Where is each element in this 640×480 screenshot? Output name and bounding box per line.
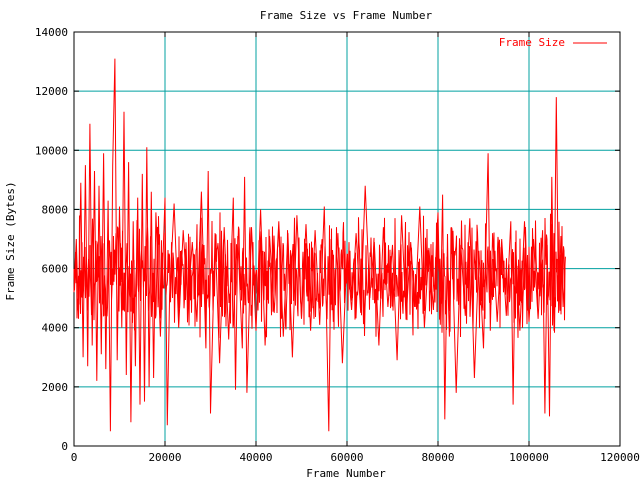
legend-label: Frame Size — [499, 36, 565, 49]
axis-ticks — [73, 31, 621, 447]
x-tick-label: 80000 — [421, 451, 454, 464]
series-layer — [73, 58, 566, 432]
x-tick-label: 20000 — [148, 451, 181, 464]
x-axis-label: Frame Number — [306, 467, 386, 480]
y-tick-label: 4000 — [42, 322, 69, 335]
y-tick-label: 12000 — [35, 85, 68, 98]
y-tick-label: 10000 — [35, 144, 68, 157]
series-noise-band — [73, 212, 566, 339]
x-tick-labels: 0 20000 40000 60000 80000 100000 120000 — [71, 451, 640, 464]
legend: Frame Size — [499, 36, 607, 49]
chart-title: Frame Size vs Frame Number — [260, 9, 433, 22]
y-tick-label: 14000 — [35, 26, 68, 39]
y-tick-label: 6000 — [42, 263, 69, 276]
x-tick-label: 0 — [71, 451, 78, 464]
y-tick-label: 2000 — [42, 381, 69, 394]
x-tick-label: 60000 — [330, 451, 363, 464]
y-tick-label: 0 — [61, 440, 68, 453]
x-tick-label: 40000 — [239, 451, 272, 464]
y-axis-label: Frame Size (Bytes) — [4, 181, 17, 300]
series-line — [73, 58, 566, 432]
x-tick-label: 100000 — [509, 451, 549, 464]
y-tick-labels: 0 2000 4000 6000 8000 10000 12000 14000 — [35, 26, 68, 453]
grid-lines — [74, 32, 620, 446]
x-tick-label: 120000 — [600, 451, 640, 464]
y-tick-label: 8000 — [42, 203, 69, 216]
